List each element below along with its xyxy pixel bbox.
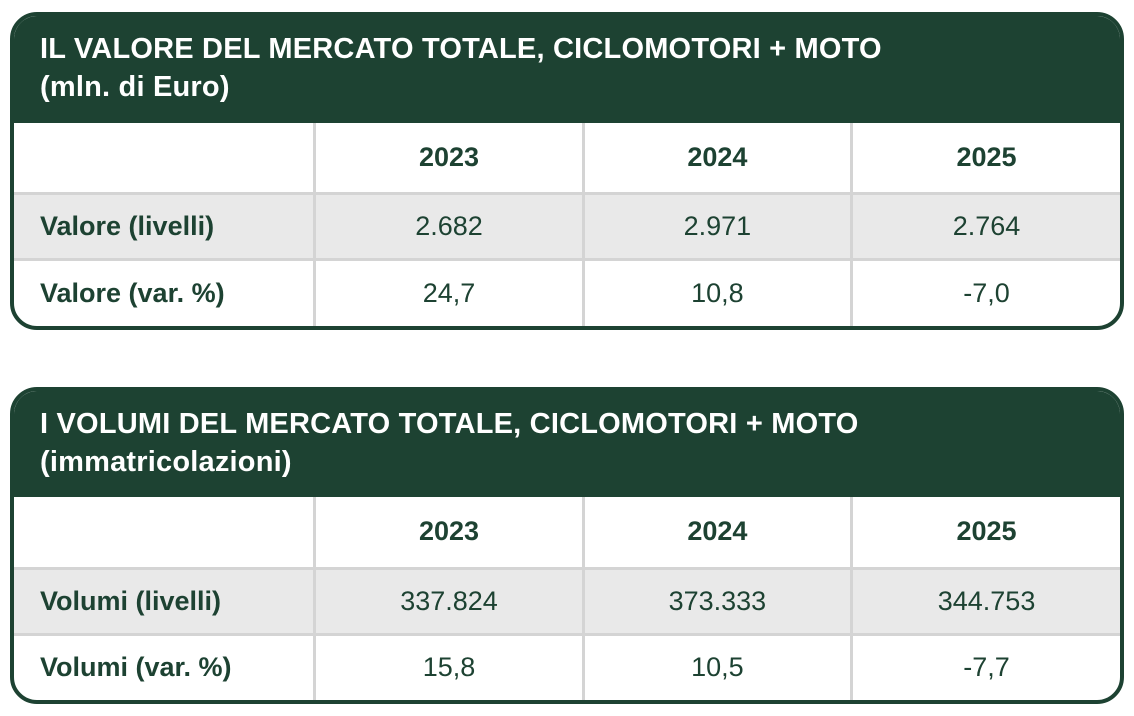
volumi-var-2024: 10,5 xyxy=(581,632,852,701)
valore-table: 2023 2024 2025 Valore (livelli) 2.682 2.… xyxy=(14,122,1120,326)
valore-year-2024: 2024 xyxy=(581,122,852,194)
valore-livelli-label: Valore (livelli) xyxy=(14,192,315,260)
volumi-livelli-2024: 373.333 xyxy=(581,566,852,635)
valore-title-bar: IL VALORE DEL MERCATO TOTALE, CICLOMOTOR… xyxy=(14,16,1120,123)
volumi-livelli-row: Volumi (livelli) 337.824 373.333 344.753 xyxy=(14,566,1120,635)
volumi-year-2023: 2023 xyxy=(313,497,584,569)
valore-var-label: Valore (var. %) xyxy=(14,258,315,326)
volumi-year-2024: 2024 xyxy=(581,497,852,569)
volumi-var-label: Volumi (var. %) xyxy=(14,632,315,701)
valore-year-header-row: 2023 2024 2025 xyxy=(14,122,1120,194)
volumi-livelli-label: Volumi (livelli) xyxy=(14,566,315,635)
volumi-subtitle: (immatricolazioni) xyxy=(40,445,292,478)
valore-livelli-2023: 2.682 xyxy=(313,192,584,260)
valore-livelli-2024: 2.971 xyxy=(581,192,852,260)
volumi-title-bar: I VOLUMI DEL MERCATO TOTALE, CICLOMOTORI… xyxy=(14,390,1120,498)
volumi-var-2023: 15,8 xyxy=(313,632,584,701)
volumi-title: I VOLUMI DEL MERCATO TOTALE, CICLOMOTORI… xyxy=(40,407,859,440)
valore-corner-empty-cell xyxy=(14,123,315,194)
volumi-var-2025: -7,7 xyxy=(850,632,1120,701)
volumi-year-header-row: 2023 2024 2025 xyxy=(14,497,1120,569)
volumi-table-card: I VOLUMI DEL MERCATO TOTALE, CICLOMOTORI… xyxy=(10,386,1124,705)
valore-year-2025: 2025 xyxy=(850,122,1120,194)
valore-title: IL VALORE DEL MERCATO TOTALE, CICLOMOTOR… xyxy=(40,33,882,65)
volumi-var-row: Volumi (var. %) 15,8 10,5 -7,7 xyxy=(14,632,1120,701)
valore-year-2023: 2023 xyxy=(313,122,584,194)
volumi-livelli-2023: 337.824 xyxy=(313,566,584,635)
valore-table-card: IL VALORE DEL MERCATO TOTALE, CICLOMOTOR… xyxy=(10,12,1124,330)
valore-livelli-2025: 2.764 xyxy=(850,192,1120,260)
volumi-table: 2023 2024 2025 Volumi (livelli) 337.824 … xyxy=(14,497,1120,701)
valore-var-2024: 10,8 xyxy=(581,258,852,326)
volumi-year-2025: 2025 xyxy=(850,497,1120,569)
volumi-corner-empty-cell xyxy=(14,497,315,568)
valore-var-2023: 24,7 xyxy=(313,258,584,326)
valore-var-2025: -7,0 xyxy=(850,258,1120,326)
valore-livelli-row: Valore (livelli) 2.682 2.971 2.764 xyxy=(14,192,1120,260)
valore-var-row: Valore (var. %) 24,7 10,8 -7,0 xyxy=(14,258,1120,326)
volumi-livelli-2025: 344.753 xyxy=(850,566,1120,635)
valore-subtitle: (mln. di Euro) xyxy=(40,71,230,104)
